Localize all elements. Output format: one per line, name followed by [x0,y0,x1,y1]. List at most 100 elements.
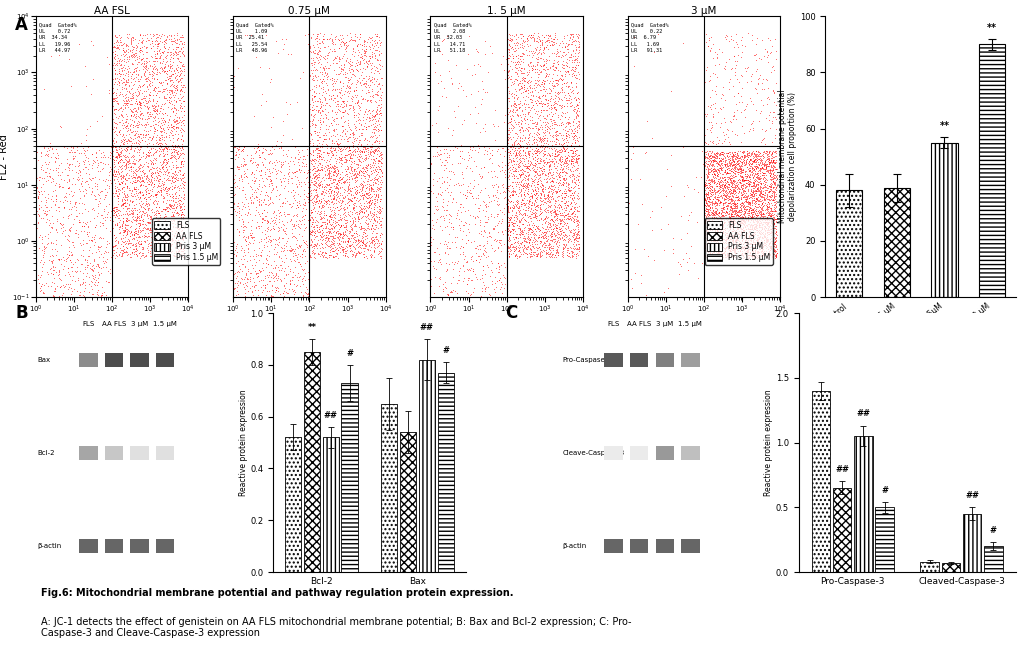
Point [698,232,715,242]
Point [724,192,740,202]
Point [760,250,776,260]
Point [716,182,732,192]
Point [163,84,180,95]
Point [264,158,281,169]
Point [763,224,779,235]
Point [155,150,172,161]
Point [50,160,66,170]
Point [761,214,777,224]
Point [512,77,528,88]
Point [47,224,63,235]
Point [130,156,146,166]
Point [564,82,580,93]
Point [121,203,138,213]
Point [137,192,153,202]
Point [367,165,383,175]
Point [524,86,540,97]
Point [99,253,115,264]
Point [749,170,766,181]
Point [324,162,340,173]
Point [537,127,553,137]
Point [63,256,80,267]
Point [370,207,386,217]
Point [160,222,177,232]
Point [366,43,382,53]
Point [157,238,174,249]
Point [29,48,45,59]
Point [472,199,488,210]
Point [510,243,527,253]
Point [709,52,725,62]
Point [241,237,257,247]
Point [547,195,564,205]
Point [276,218,292,229]
Point [431,254,447,265]
Point [136,169,152,179]
Point [287,152,303,162]
Point [152,121,168,131]
Point [507,217,524,228]
Point [569,127,585,137]
Point [306,57,323,67]
Point [145,31,161,42]
Point [507,232,524,243]
Point [31,202,47,213]
Point [710,207,726,218]
Point [296,264,312,274]
Point [709,181,725,191]
Point [320,226,336,236]
Point [733,160,749,171]
Point [700,250,717,261]
Point [236,224,252,235]
Point [329,107,345,118]
Point [460,226,477,237]
Point [304,165,321,175]
Point [752,190,769,200]
Point [570,228,586,239]
Point [767,252,783,263]
Point [501,107,518,118]
Point [148,188,164,199]
Point [570,170,586,181]
Point [733,171,749,181]
Point [325,162,341,173]
Point [108,188,125,198]
Point [244,233,260,243]
Point [374,213,390,223]
Point [707,177,723,188]
Point [510,240,527,250]
Point [748,154,765,164]
Point [139,98,155,109]
Point [160,226,177,237]
Point [309,150,326,161]
Point [749,166,766,177]
Point [562,118,578,128]
Point [551,223,568,233]
Point [558,153,575,164]
Point [315,206,332,216]
Point [763,154,779,165]
Point [534,230,550,241]
Point [502,35,519,45]
Point [293,260,309,271]
Point [767,236,783,247]
Point [112,150,129,161]
Point [319,215,335,226]
Point [154,196,171,206]
Point [457,250,474,261]
Point [734,243,750,253]
Point [434,172,450,182]
Point [341,88,357,99]
Point [247,165,263,175]
Point [746,189,763,199]
Point [704,155,721,165]
Point [473,185,489,196]
Point [721,216,737,227]
Point [716,218,732,228]
Point [323,188,339,198]
Point [549,43,566,54]
Point [166,36,183,46]
Point [729,150,745,161]
Point [340,237,356,247]
Point [106,87,123,97]
